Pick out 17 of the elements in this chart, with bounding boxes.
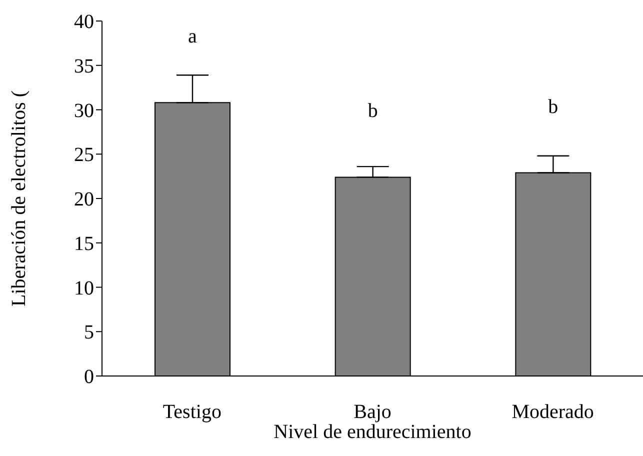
annotation: b [368,100,378,122]
y-tick-label: 5 [84,322,94,344]
y-tick-label: 0 [84,366,94,388]
y-tick-label: 10 [74,277,94,300]
annotation: b [548,96,558,118]
y-tick-label: 30 [74,100,94,122]
annotation: a [188,26,198,48]
x-axis-title: Nivel de endurecimiento [274,421,472,443]
x-tick-label: Bajo [354,401,392,424]
y-tick-label: 20 [74,188,94,211]
x-tick-label: Testigo [162,401,222,424]
y-tick-label: 25 [74,144,94,166]
y-tick-label: 40 [74,11,94,34]
y-axis-title: Liberación de electrolitos ( [8,90,30,307]
x-tick-label: Moderado [512,401,594,424]
y-tick-label: 35 [74,55,94,78]
y-tick-label: 15 [74,232,94,255]
